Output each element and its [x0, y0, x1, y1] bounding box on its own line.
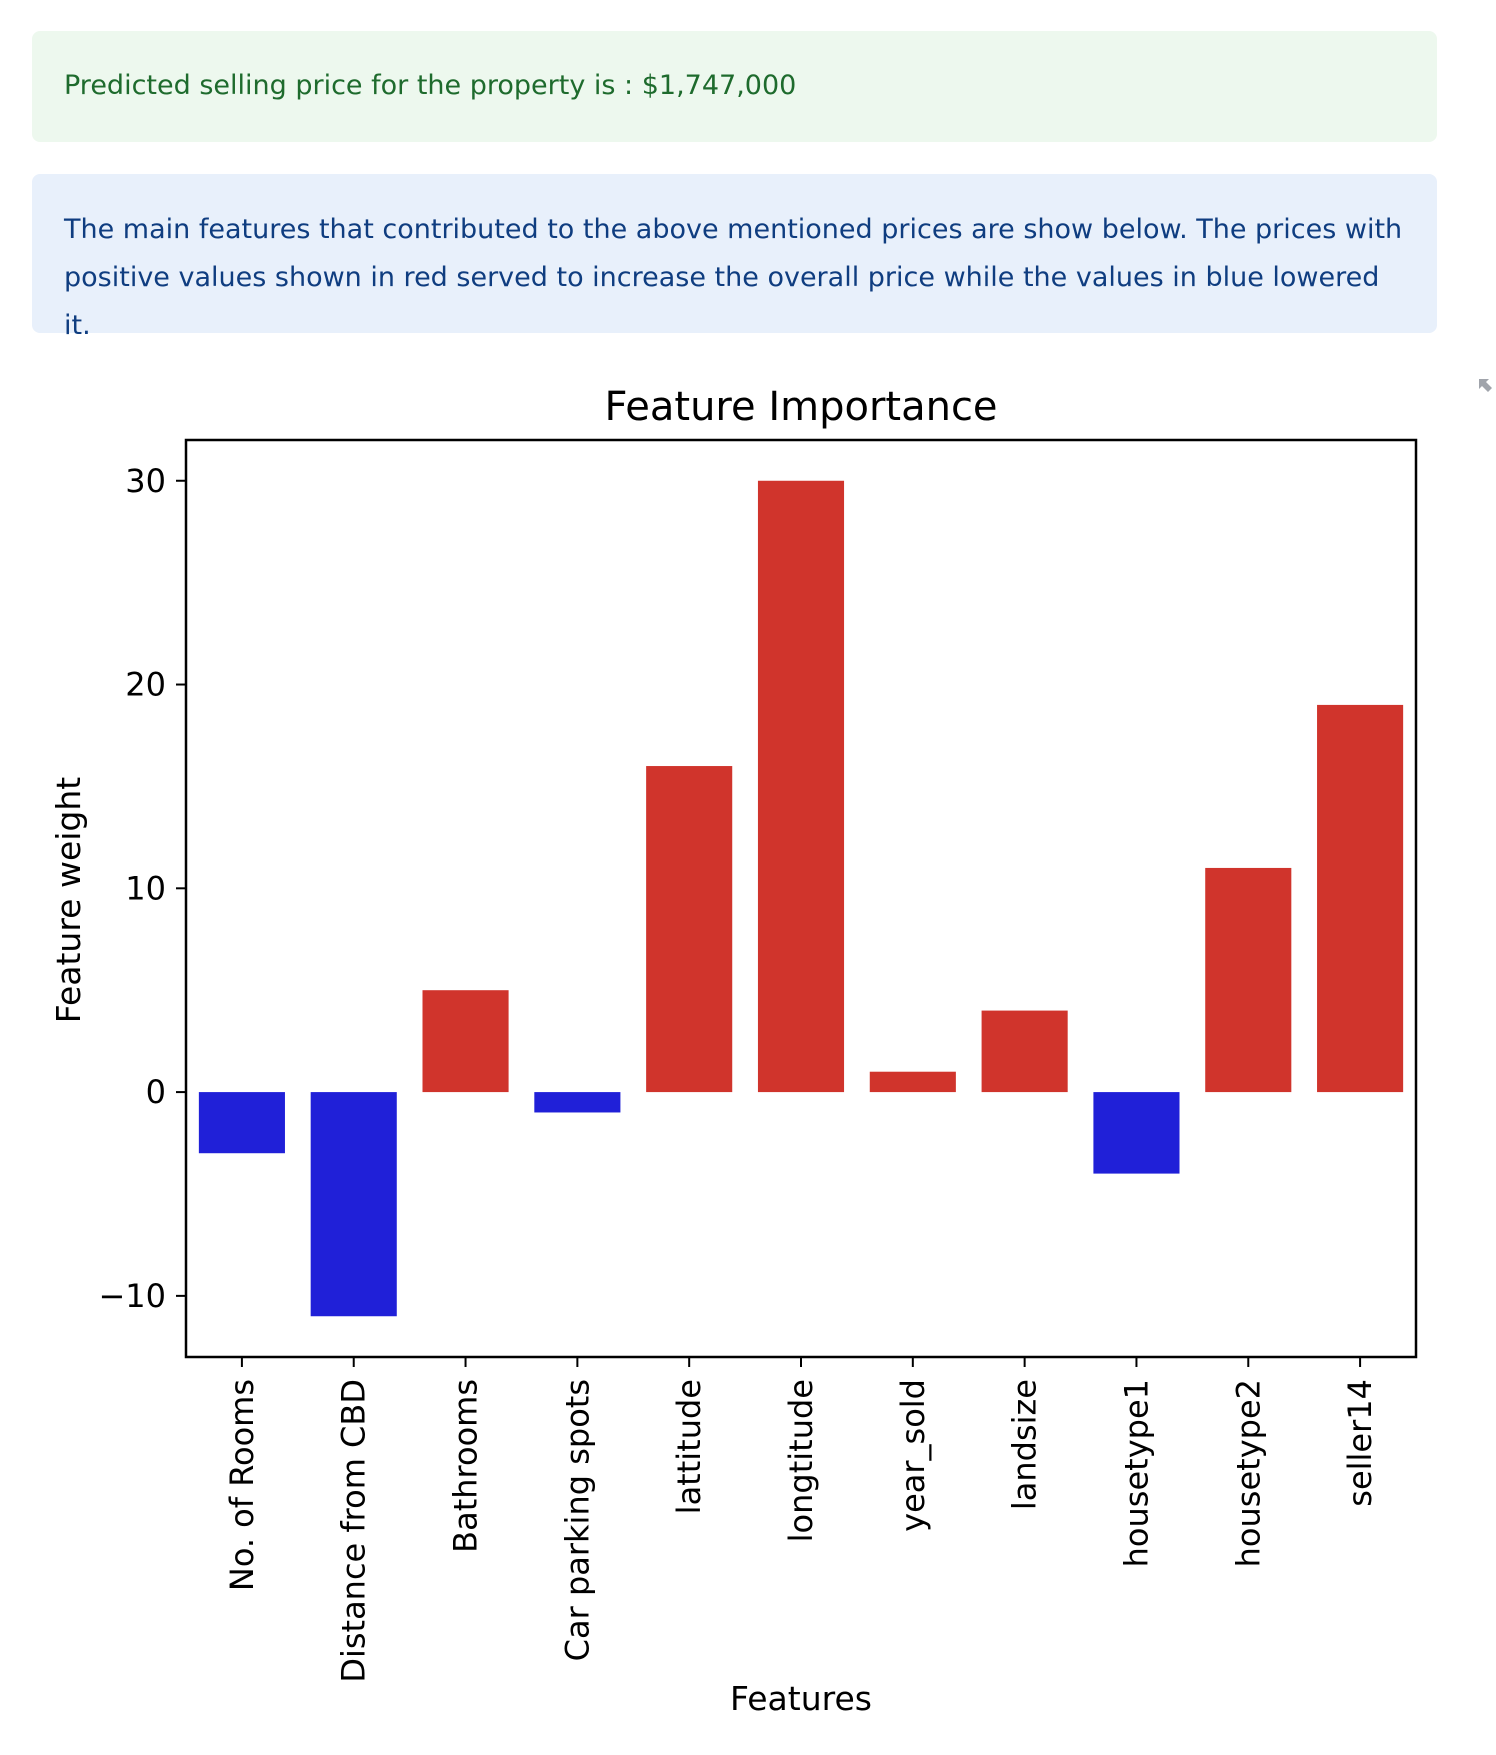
bar-landsize	[981, 1010, 1068, 1093]
y-axis: −10 0 10 20 30	[98, 462, 186, 1315]
x-tick-label: No. of Rooms	[223, 1379, 261, 1591]
y-tick-label: 10	[125, 869, 166, 907]
bar-car-parking-spots	[534, 1092, 621, 1113]
prediction-success-alert: Predicted selling price for the property…	[32, 31, 1437, 142]
y-tick-label: 30	[125, 462, 166, 500]
x-axis: No. of Rooms Distance from CBD Bathrooms Ca…	[223, 1357, 1379, 1683]
bar-bathrooms	[422, 990, 509, 1093]
bar-longtitude	[757, 480, 845, 1093]
bar-seller14	[1317, 704, 1404, 1093]
bar-housetype1	[1093, 1092, 1180, 1174]
y-tick-label: −10	[98, 1277, 166, 1315]
prediction-text: Predicted selling price for the property…	[64, 70, 797, 101]
bars-layer	[198, 480, 1404, 1317]
y-axis-label: Feature weight	[49, 777, 88, 1024]
x-tick-label: lattitude	[670, 1379, 708, 1514]
x-tick-label: housetype1	[1117, 1379, 1155, 1567]
x-tick-label: housetype2	[1229, 1379, 1267, 1567]
expand-icon[interactable]	[1476, 376, 1496, 396]
x-tick-label: longtitude	[782, 1379, 820, 1542]
bar-no-of-rooms	[198, 1092, 285, 1154]
x-tick-label: Bathrooms	[447, 1379, 485, 1553]
y-tick-label: 20	[125, 666, 166, 704]
feature-importance-chart: −10 0 10 20 30 No. of Rooms Distance from CBD…	[49, 384, 1418, 1718]
feature-info-text: The main features that contributed to th…	[64, 214, 1403, 341]
x-axis-label: Features	[730, 1679, 872, 1718]
bar-distance-from-cbd	[310, 1092, 397, 1317]
bar-lattitude	[646, 766, 733, 1093]
x-tick-label: Car parking spots	[558, 1379, 596, 1661]
x-tick-label: Distance from CBD	[335, 1379, 373, 1683]
bar-housetype2	[1205, 867, 1292, 1093]
y-tick-label: 0	[146, 1073, 166, 1111]
x-tick-label: landsize	[1006, 1379, 1044, 1510]
feature-info-alert: The main features that contributed to th…	[32, 174, 1437, 341]
bar-year-sold	[869, 1071, 956, 1093]
x-tick-label: seller14	[1341, 1379, 1379, 1507]
chart-title: Feature Importance	[604, 384, 997, 430]
x-tick-label: year_sold	[894, 1379, 932, 1532]
